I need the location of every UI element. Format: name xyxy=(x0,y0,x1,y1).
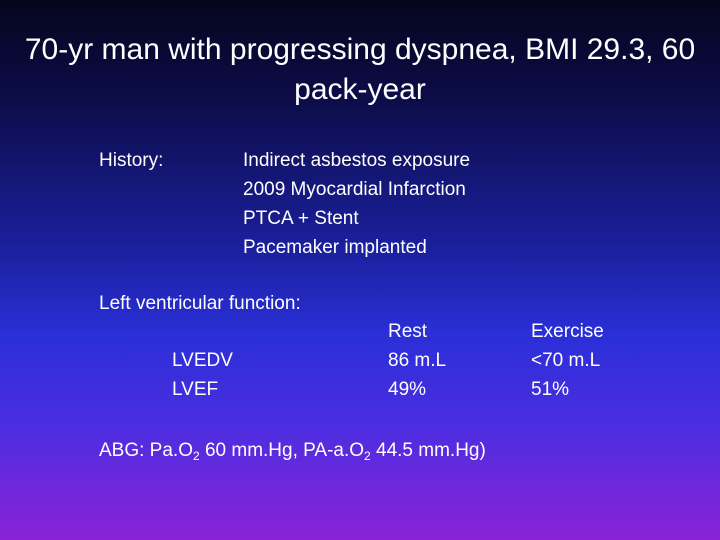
lv-row-label: LVEDV xyxy=(172,350,233,371)
abg-middle: 60 mm.Hg, PA-a.O xyxy=(199,440,365,461)
history-item: Pacemaker implanted xyxy=(243,237,427,258)
history-item: PTCA + Stent xyxy=(243,208,359,229)
history-list: Indirect asbestos exposure 2009 Myocardi… xyxy=(243,146,470,262)
rest-header: Rest xyxy=(388,321,428,342)
history-label: History: xyxy=(99,150,164,171)
history-item: 2009 Myocardial Infarction xyxy=(243,179,466,200)
abg-suffix: 44.5 mm.Hg) xyxy=(370,440,486,461)
lv-row-label: LVEF xyxy=(172,379,219,400)
exercise-header: Exercise xyxy=(531,321,604,342)
rest-column: Rest 86 m.L 49% xyxy=(388,317,446,404)
abg-prefix: ABG: Pa.O xyxy=(99,440,193,461)
lv-row-labels: LVEDV LVEF xyxy=(172,346,233,404)
rest-value: 49% xyxy=(388,379,427,400)
rest-value: 86 m.L xyxy=(388,350,447,371)
exercise-value: 51% xyxy=(531,379,570,400)
exercise-value: <70 m.L xyxy=(531,350,601,371)
abg-line: ABG: Pa.O2 60 mm.Hg, PA-a.O2 44.5 mm.Hg) xyxy=(99,436,486,465)
lv-function-label: Left ventricular function: xyxy=(99,293,301,314)
slide-title: 70-yr man with progressing dyspnea, BMI … xyxy=(24,33,696,106)
abg-subscript: 2 xyxy=(192,449,200,463)
abg-subscript: 2 xyxy=(364,449,371,463)
history-item: Indirect asbestos exposure xyxy=(243,150,471,171)
exercise-column: Exercise <70 m.L 51% xyxy=(531,317,604,404)
